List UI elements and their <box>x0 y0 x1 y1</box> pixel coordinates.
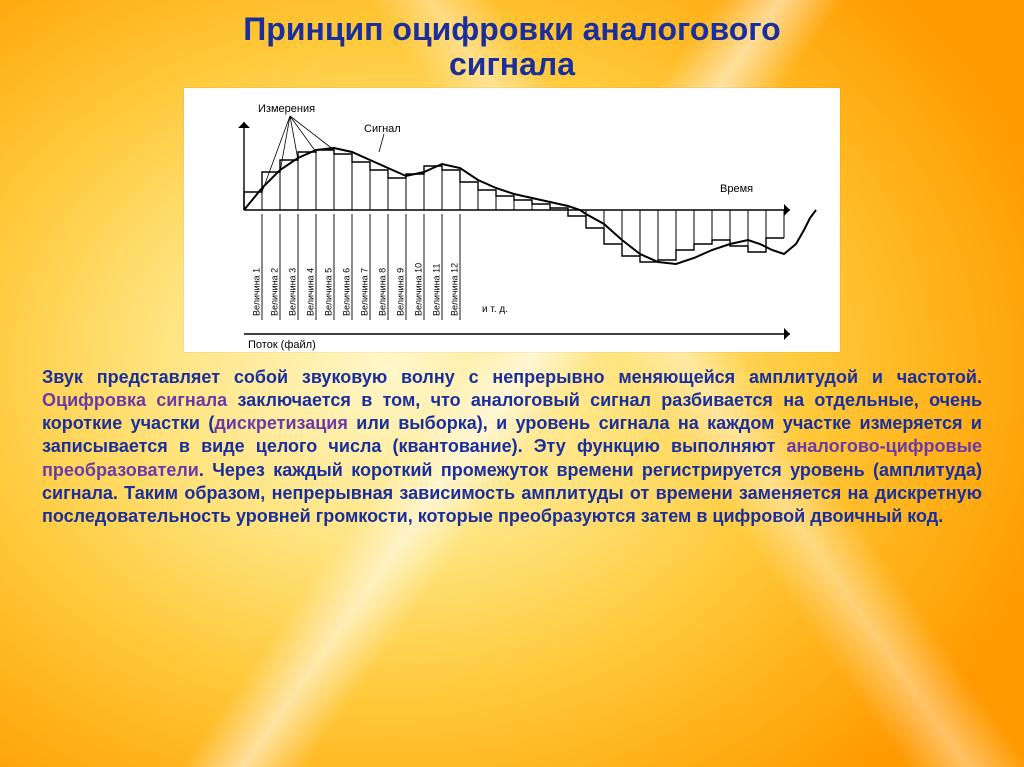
svg-text:Величина 7: Величина 7 <box>360 268 370 316</box>
svg-text:Измерения: Измерения <box>258 103 315 115</box>
title-line-1: Принцип оцифровки аналогового <box>243 11 780 47</box>
svg-text:Величина 11: Величина 11 <box>432 264 442 317</box>
svg-text:Величина 8: Величина 8 <box>378 268 388 316</box>
highlighted-term: Оцифровка сигнала <box>42 390 227 410</box>
svg-text:Величина 3: Величина 3 <box>288 268 298 316</box>
digitization-figure: Измерения Сигнал Время Величина 1 Величина 2… <box>184 88 840 352</box>
svg-text:Величина 4: Величина 4 <box>306 268 316 316</box>
description-paragraph: Звук представляет собой звуковую волну с… <box>42 366 982 527</box>
highlighted-term: дискретизация <box>214 413 348 433</box>
svg-text:Величина 1: Величина 1 <box>252 268 262 316</box>
svg-text:Величина 12: Величина 12 <box>450 263 460 316</box>
svg-text:Величина 5: Величина 5 <box>324 268 334 316</box>
svg-text:Время: Время <box>720 183 753 195</box>
svg-text:и т. д.: и т. д. <box>482 304 508 315</box>
svg-text:Величина 9: Величина 9 <box>396 268 406 316</box>
svg-text:Величина 10: Величина 10 <box>414 263 424 316</box>
slide-title: Принцип оцифровки аналогового сигнала <box>243 12 780 82</box>
svg-text:Поток (файл): Поток (файл) <box>248 339 316 351</box>
svg-text:Величина 2: Величина 2 <box>270 268 280 316</box>
svg-text:Сигнал: Сигнал <box>364 123 401 135</box>
title-line-2: сигнала <box>449 46 575 82</box>
svg-text:Величина 6: Величина 6 <box>342 268 352 316</box>
paragraph-text: Звук представляет собой звуковую волну с… <box>42 367 982 387</box>
figure-svg: Измерения Сигнал Время Величина 1 Величина 2… <box>184 88 840 352</box>
slide-content: Принцип оцифровки аналогового сигнала Из… <box>0 0 1024 767</box>
